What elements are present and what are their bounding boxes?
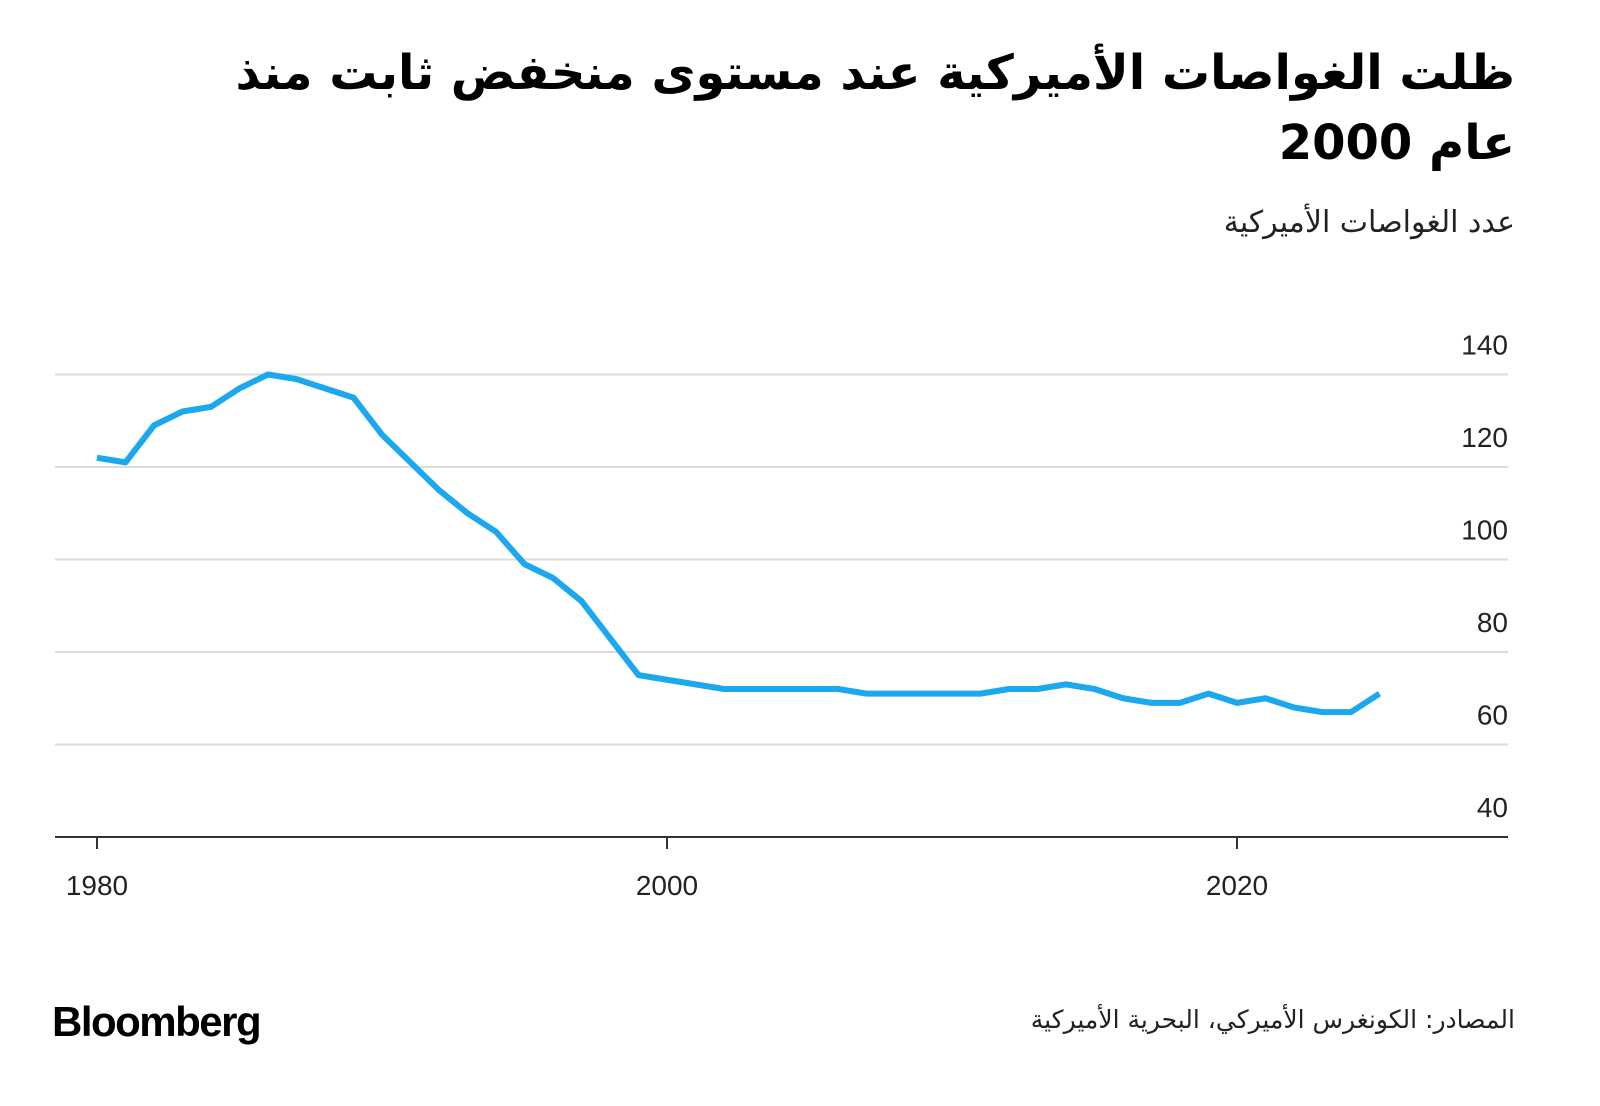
x-tick-label: 2020 (1206, 870, 1268, 901)
x-tick-label: 1980 (66, 870, 128, 901)
y-axis-label: عدد الغواصات الأميركية (1223, 205, 1515, 240)
y-tick-label: 60 (1477, 700, 1508, 731)
source-note: المصادر: الكونغرس الأميركي، البحرية الأم… (1030, 1005, 1515, 1034)
y-tick-label: 40 (1477, 792, 1508, 823)
y-tick-label: 120 (1461, 422, 1508, 453)
line-chart: 40 60 80 100 120 140 1980 2000 2020 (55, 330, 1508, 901)
y-tick-label: 80 (1477, 607, 1508, 638)
y-tick-label: 140 (1461, 330, 1508, 361)
series-line (96, 371, 1382, 716)
x-tick-label: 2000 (636, 870, 698, 901)
y-tick-label: 100 (1461, 515, 1508, 546)
chart-title: ظلت الغواصات الأميركية عند مستوى منخفض ث… (235, 45, 1515, 171)
bloomberg-logo: Bloomberg (52, 998, 262, 1045)
